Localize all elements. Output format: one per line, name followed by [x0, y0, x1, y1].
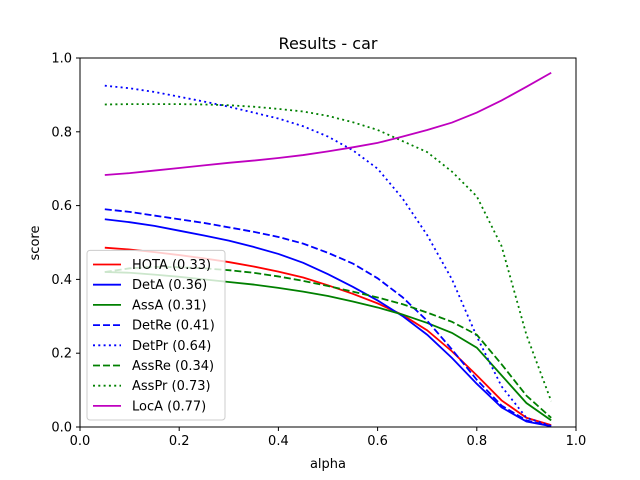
x-tick-label: 0.2 [169, 434, 190, 449]
y-tick-label: 0.0 [51, 421, 72, 436]
plot-frame [79, 57, 577, 428]
x-axis-label: alpha [310, 457, 346, 472]
legend-label-6: AssPr (0.73) [132, 379, 211, 394]
x-tick-label: 0.8 [466, 434, 487, 449]
x-tick-label: 0.4 [268, 434, 289, 449]
y-tick-label: 1.0 [51, 52, 72, 67]
y-tick-label: 0.8 [51, 125, 72, 140]
y-tick-label: 0.4 [51, 273, 72, 288]
x-tick-label: 1.0 [566, 434, 587, 449]
legend-label-2: AssA (0.31) [132, 298, 207, 313]
series-line-7 [104, 71, 552, 176]
series-line-4 [104, 84, 552, 427]
chart-title: Results - car [279, 34, 378, 53]
legend-label-0: HOTA (0.33) [132, 258, 211, 273]
x-tick-label: 0.6 [367, 434, 388, 449]
x-tick-label: 0.0 [70, 434, 91, 449]
legend-label-1: DetA (0.36) [132, 278, 207, 293]
series-line-1 [104, 218, 552, 428]
axes-layer: 0.0 0.2 0.4 0.6 0.8 1.0 0.0 0.2 0.4 0.6 0.8 1.0 [51, 52, 586, 450]
legend-label-5: AssRe (0.34) [132, 359, 214, 374]
series-line-6 [104, 103, 553, 402]
y-axis-label: score [28, 226, 43, 261]
legend: HOTA (0.33) DetA (0.36) AssA (0.31) DetRe (… [86, 249, 226, 421]
y-tick-label: 0.2 [51, 347, 72, 362]
legend-label-3: DetRe (0.41) [132, 319, 215, 334]
legend-label-4: DetPr (0.64) [132, 339, 211, 354]
series-line-3 [104, 208, 552, 428]
legend-label-7: LocA (0.77) [132, 399, 206, 414]
legend-box [86, 249, 226, 421]
y-tick-label: 0.6 [51, 199, 72, 214]
